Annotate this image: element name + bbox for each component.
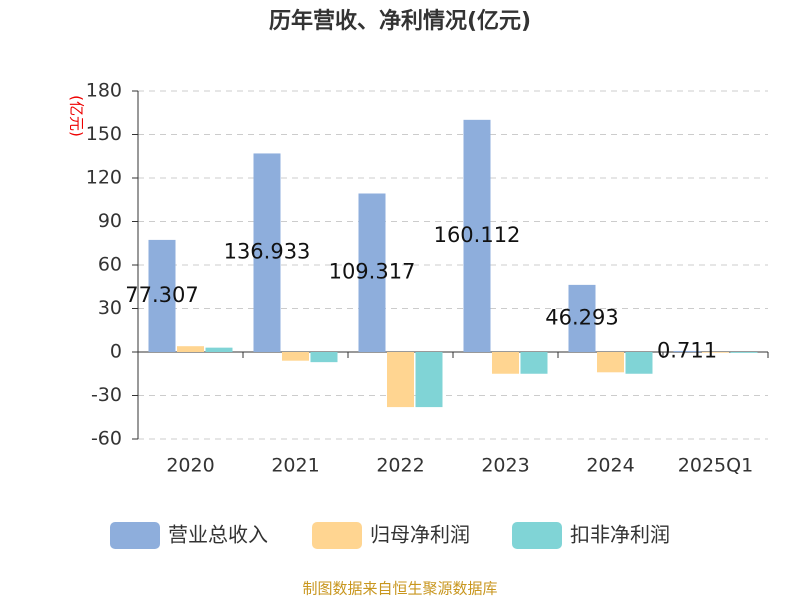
bar (148, 239, 176, 352)
bar (702, 352, 729, 353)
data-label: 0.711 (657, 338, 717, 362)
bar (282, 352, 309, 361)
x-tick-label: 2025Q1 (678, 455, 753, 477)
y-tick-label: 180 (86, 80, 122, 102)
bar (568, 284, 596, 352)
bar (358, 193, 386, 352)
legend-label[interactable]: 归母净利润 (370, 523, 470, 547)
y-tick-label: -30 (91, 384, 122, 406)
bar (205, 347, 233, 352)
legend-swatch[interactable] (512, 522, 562, 549)
x-tick-label: 2021 (271, 455, 319, 477)
y-tick-label: -60 (91, 428, 122, 450)
bar (310, 352, 338, 363)
bar (673, 350, 701, 352)
y-tick-label: 150 (86, 123, 122, 145)
x-tick-label: 2023 (481, 455, 529, 477)
data-label: 77.307 (125, 283, 198, 307)
data-label: 109.317 (329, 260, 416, 284)
legend-label[interactable]: 营业总收入 (168, 523, 268, 547)
y-tick-label: 0 (110, 341, 122, 363)
x-tick-label: 2020 (166, 455, 214, 477)
legend-swatch[interactable] (312, 522, 362, 549)
y-axis-label: (亿元) (68, 95, 86, 137)
y-tick-label: 90 (98, 210, 122, 232)
bar (520, 352, 548, 374)
y-tick-label: 30 (98, 297, 122, 319)
data-label: 136.933 (224, 240, 311, 264)
bar (597, 352, 624, 373)
chart-title: 历年营收、净利情况(亿元) (269, 8, 531, 34)
source-note: 制图数据来自恒生聚源数据库 (302, 580, 497, 598)
data-label: 160.112 (434, 223, 521, 247)
bar (463, 119, 491, 352)
x-tick-label: 2022 (376, 455, 424, 477)
bar (387, 352, 414, 408)
bar (177, 346, 204, 352)
bar (625, 352, 653, 374)
bar (415, 352, 443, 408)
x-tick-label: 2024 (586, 455, 634, 477)
data-label: 46.293 (545, 305, 618, 329)
y-tick-label: 120 (86, 167, 122, 189)
bar (253, 153, 281, 352)
y-tick-label: 60 (98, 254, 122, 276)
bar (730, 352, 758, 353)
legend-swatch[interactable] (110, 522, 160, 549)
legend-label[interactable]: 扣非净利润 (570, 523, 670, 547)
bar (492, 352, 519, 374)
